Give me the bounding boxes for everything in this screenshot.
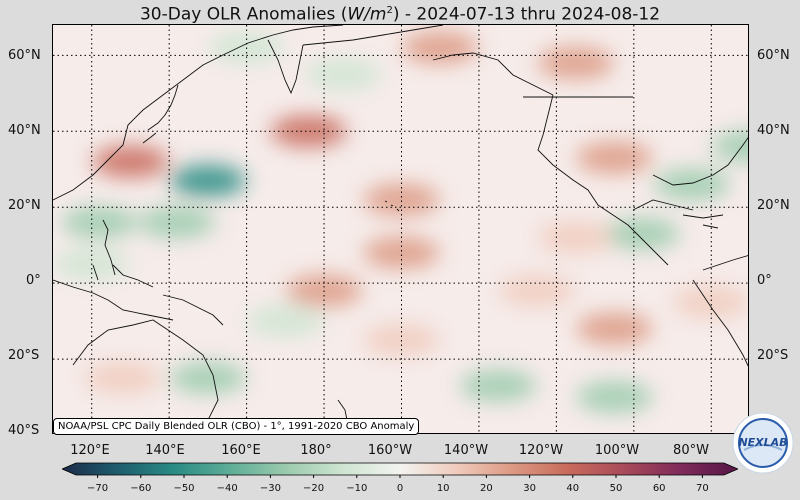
anomaly-region-3 <box>270 115 347 148</box>
anomaly-region-14 <box>499 274 576 307</box>
anomaly-region-1 <box>169 164 246 197</box>
colorbar-tick-label: −60 <box>130 483 152 494</box>
colorbar-tick-label: 60 <box>652 483 666 494</box>
anomaly-region-22 <box>305 58 382 91</box>
lat-label-right-20n: 20°N <box>757 198 790 213</box>
japan-coastline <box>142 84 179 144</box>
lon-label-160w: 160°W <box>367 443 413 458</box>
alaska-coastline <box>302 25 554 96</box>
data-source-label: NOAA/PSL CPC Daily Blended OLR (CBO) - 1… <box>53 418 420 435</box>
colorbar-tick-label: −70 <box>87 483 109 494</box>
lon-label-160e: 160°E <box>221 443 261 458</box>
anomaly-region-26 <box>673 286 748 319</box>
lat-label-right-eq: 0° <box>757 273 772 288</box>
lon-label-100w: 100°W <box>594 443 640 458</box>
nexlab-logo: NEXLAB <box>732 412 794 474</box>
lon-label-140e: 140°E <box>145 443 185 458</box>
anomaly-region-20 <box>537 46 614 79</box>
lon-label-80w: 80°W <box>673 443 709 458</box>
asia-coastline <box>53 25 344 201</box>
anomaly-region-2 <box>138 206 215 239</box>
colorbar-tick-label: −10 <box>346 483 368 494</box>
lat-label-20s: 20°S <box>8 348 40 363</box>
lat-label-40s: 40°S <box>8 423 40 438</box>
colorbar-tick-label: −40 <box>216 483 238 494</box>
anomaly-region-13 <box>363 236 440 269</box>
lat-label-40n: 40°N <box>8 123 41 138</box>
map-title: 30-Day OLR Anomalies (W/m2) - 2024-07-13… <box>139 4 661 25</box>
colorbar-tick-label: 10 <box>436 483 450 494</box>
colorbar <box>62 462 738 478</box>
colorbar-bar <box>62 462 738 476</box>
colorbar-tick-label: −50 <box>173 483 195 494</box>
anomaly-region-25 <box>247 305 324 338</box>
lat-label-20n: 20°N <box>8 198 41 213</box>
anomaly-region-11 <box>61 206 138 239</box>
anomaly-region-23 <box>84 362 161 395</box>
lon-label-120e: 120°E <box>70 443 110 458</box>
anomaly-region-17 <box>576 381 653 414</box>
lon-label-120w: 120°W <box>518 443 564 458</box>
lat-label-right-20s: 20°S <box>757 348 789 363</box>
anomaly-region-5 <box>576 141 653 174</box>
indonesia-coastline <box>53 264 224 326</box>
svg-text:NEXLAB: NEXLAB <box>738 436 787 449</box>
australia-coastline <box>72 319 219 433</box>
anomaly-region-15 <box>169 362 246 395</box>
philippines-coastline <box>92 219 116 281</box>
colorbar-tick-label: −20 <box>303 483 325 494</box>
colorbar-tick-label: −30 <box>259 483 281 494</box>
caribbean-coastline <box>682 214 724 229</box>
anomaly-region-9 <box>537 221 614 254</box>
lat-label-eq: 0° <box>26 273 41 288</box>
kamchatka-coastline <box>267 39 304 95</box>
hawaii-islands <box>384 200 400 212</box>
map-canvas <box>53 25 748 433</box>
anomaly-region-8 <box>603 217 680 250</box>
anomaly-region-16 <box>460 369 537 402</box>
lat-label-60n: 60°N <box>8 48 41 63</box>
south-america-coastline <box>692 255 748 367</box>
lon-label-180: 180° <box>300 443 332 458</box>
olr-anomaly-map <box>52 24 749 434</box>
colorbar-tick-label: 70 <box>696 483 709 494</box>
colorbar-tick-label: 40 <box>566 483 580 494</box>
lat-label-right-60n: 60°N <box>757 48 790 63</box>
anomaly-region-7 <box>653 168 730 201</box>
anomaly-region-24 <box>576 312 653 345</box>
colorbar-tick-label: 0 <box>396 483 404 494</box>
north-america-coastline <box>537 94 669 266</box>
colorbar-tick-label: 50 <box>609 483 623 494</box>
anomaly-region-0 <box>92 145 169 178</box>
colorbar-tick-label: 20 <box>480 483 493 494</box>
lat-label-right-40n: 40°N <box>757 123 790 138</box>
colorbar-tick-label: 30 <box>523 483 536 494</box>
anomaly-region-6 <box>712 130 748 163</box>
anomaly-region-19 <box>402 31 479 64</box>
lon-label-140w: 140°W <box>443 443 489 458</box>
